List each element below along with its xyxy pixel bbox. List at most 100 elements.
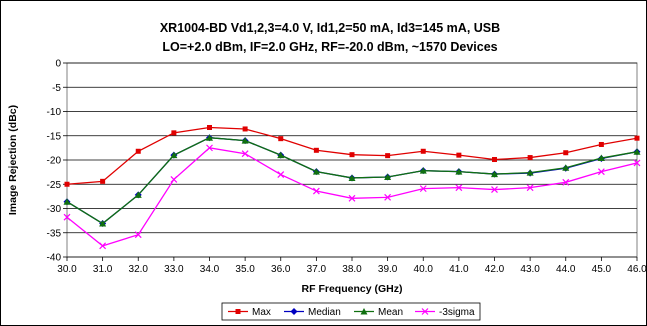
x-tick-label: 30.0 [57, 264, 77, 275]
x-tick-label: 36.0 [271, 264, 291, 275]
data-point [134, 231, 142, 239]
x-tick-label: 46.0 [627, 264, 647, 275]
legend-item: Max [228, 307, 271, 318]
data-point [419, 185, 427, 193]
x-tick-label: 44.0 [556, 264, 576, 275]
y-tick-label: -25 [47, 180, 62, 191]
legend: Max Median Mean -3sigma [221, 302, 481, 321]
data-point [527, 155, 533, 161]
legend-swatch-marker [421, 308, 429, 315]
data-point [135, 148, 141, 154]
series-max [64, 125, 640, 187]
data-point [134, 191, 142, 198]
x-axis-ticks: 30.0 31.0 32.0 33.0 34.0 35.0 36.0 37.0 38.0 39.0… [57, 257, 647, 275]
legend-item: -3sigma [415, 307, 475, 318]
legend-swatch-marker [290, 308, 298, 315]
x-tick-label: 33.0 [164, 264, 184, 275]
legend-label: Max [252, 307, 271, 318]
chart-title-line2: LO=+2.0 dBm, IF=2.0 GHz, RF=-20.0 dBm, ~… [162, 40, 497, 54]
x-tick-label: 37.0 [307, 264, 327, 275]
data-point [99, 220, 107, 227]
legend-swatch-marker [235, 309, 241, 314]
x-tick-label: 45.0 [592, 264, 612, 275]
chart-title-line1: XR1004-BD Vd1,2,3=4.0 V, Id1,2=50 mA, Id… [160, 21, 500, 35]
series-3sigma [63, 144, 641, 250]
y-tick-label: -5 [52, 83, 61, 94]
data-point [526, 184, 534, 192]
data-point [492, 157, 497, 163]
x-axis-title: RF Frequency (GHz) [302, 283, 403, 295]
data-point [277, 171, 285, 178]
y-axis-title: Image Rejection (dBc) [7, 105, 19, 215]
data-point [597, 168, 605, 176]
data-point [348, 194, 356, 202]
data-point [64, 181, 70, 187]
y-axis-ticks: 0 -5 -10 -15 -20 -25 -30 -35 -40 [47, 59, 62, 264]
data-point [634, 135, 640, 141]
data-point [241, 137, 249, 144]
data-point [491, 186, 498, 194]
data-point [384, 173, 392, 180]
data-point [63, 198, 71, 205]
data-point [526, 169, 534, 176]
data-point [597, 154, 605, 162]
legend-label: -3sigma [439, 307, 475, 318]
x-tick-label: 32.0 [129, 264, 149, 275]
legend-item: Mean [354, 307, 403, 318]
y-tick-label: -10 [47, 107, 62, 118]
x-tick-label: 39.0 [378, 264, 398, 275]
x-tick-label: 31.0 [93, 264, 113, 275]
data-point [171, 130, 177, 136]
legend-label: Mean [378, 307, 403, 318]
y-tick-label: -20 [47, 156, 62, 167]
x-tick-label: 35.0 [235, 264, 255, 275]
y-tick-label: 0 [55, 59, 61, 70]
grid-lines [63, 62, 637, 258]
data-point [207, 125, 212, 131]
data-point [633, 159, 641, 167]
legend-swatch-marker [360, 308, 368, 315]
data-point [491, 170, 498, 178]
data-point [206, 144, 213, 152]
x-tick-label: 38.0 [342, 264, 362, 275]
y-tick-label: -15 [47, 131, 62, 142]
data-point [456, 152, 462, 158]
data-point [562, 164, 570, 171]
x-tick-label: 41.0 [449, 264, 469, 275]
data-point [312, 168, 320, 175]
data-point [63, 213, 71, 221]
data-point [206, 134, 213, 141]
data-point [563, 150, 569, 156]
data-point [562, 178, 570, 186]
data-point [384, 193, 392, 201]
x-tick-label: 43.0 [520, 264, 540, 275]
data-point [348, 174, 356, 181]
legend-label: Median [308, 307, 341, 318]
data-point [277, 151, 285, 159]
data-point [455, 184, 463, 192]
x-tick-label: 42.0 [485, 264, 505, 275]
data-point [312, 187, 320, 195]
data-point [99, 242, 107, 250]
data-point [313, 147, 319, 153]
data-point [419, 167, 427, 174]
data-point [100, 178, 106, 184]
data-point [349, 152, 355, 158]
series-layer [63, 125, 641, 250]
data-point [278, 136, 284, 142]
data-point [633, 148, 641, 155]
data-point [420, 148, 426, 154]
y-tick-label: -40 [47, 253, 62, 264]
data-point [242, 126, 248, 132]
legend-item: Median [284, 307, 341, 318]
data-point [598, 141, 604, 147]
x-tick-label: 40.0 [414, 264, 434, 275]
legend-box [221, 302, 481, 321]
x-tick-label: 34.0 [200, 264, 220, 275]
data-point [241, 150, 249, 158]
data-point [455, 168, 463, 175]
data-point [385, 153, 391, 159]
y-tick-label: -35 [47, 228, 62, 239]
data-point [170, 151, 178, 159]
